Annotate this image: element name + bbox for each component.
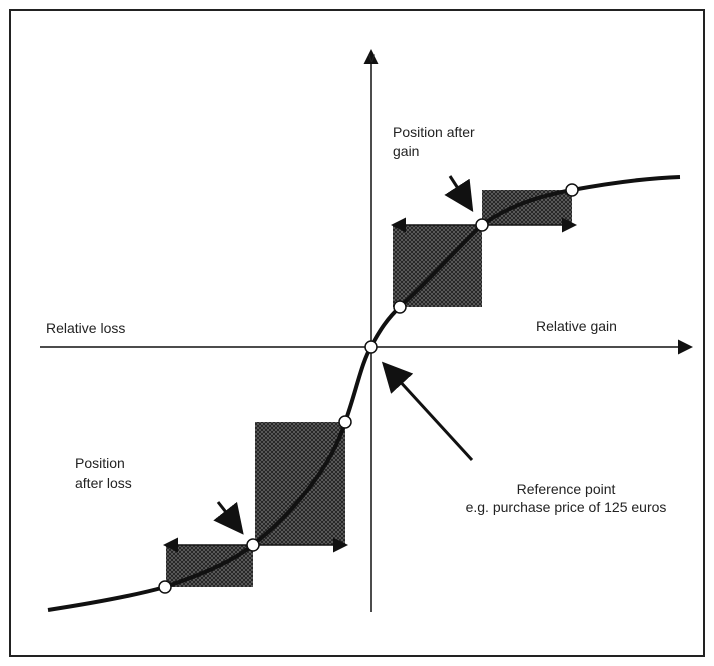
gain-pointer bbox=[444, 175, 474, 213]
region-arrows bbox=[163, 217, 577, 553]
point bbox=[393, 300, 407, 314]
loss-pointer bbox=[213, 501, 244, 535]
reference-point-label: Reference point bbox=[517, 481, 616, 497]
point bbox=[565, 183, 579, 197]
position-after-gain-label: Position after bbox=[393, 124, 475, 140]
point bbox=[158, 580, 172, 594]
point bbox=[338, 415, 352, 429]
position-after-gain-label: gain bbox=[393, 143, 419, 159]
axis-label-v: v bbox=[368, 49, 375, 65]
curve-points bbox=[158, 183, 579, 594]
reference-pointer bbox=[381, 361, 474, 462]
position-after-loss-label: Position bbox=[75, 455, 125, 471]
reference-point-label: e.g. purchase price of 125 euros bbox=[466, 499, 667, 515]
position-after-loss-label: after loss bbox=[75, 475, 132, 491]
point bbox=[246, 538, 260, 552]
relative-loss-label: Relative loss bbox=[46, 320, 125, 336]
shaded-regions bbox=[166, 190, 572, 587]
point bbox=[364, 340, 378, 354]
relative-gain-label: Relative gain bbox=[536, 318, 617, 334]
gain-small-region bbox=[482, 190, 572, 225]
loss-large-region bbox=[255, 422, 345, 545]
value-curve bbox=[47, 175, 681, 612]
pointer-arrows bbox=[213, 175, 474, 535]
frame bbox=[9, 9, 705, 657]
point bbox=[475, 218, 489, 232]
